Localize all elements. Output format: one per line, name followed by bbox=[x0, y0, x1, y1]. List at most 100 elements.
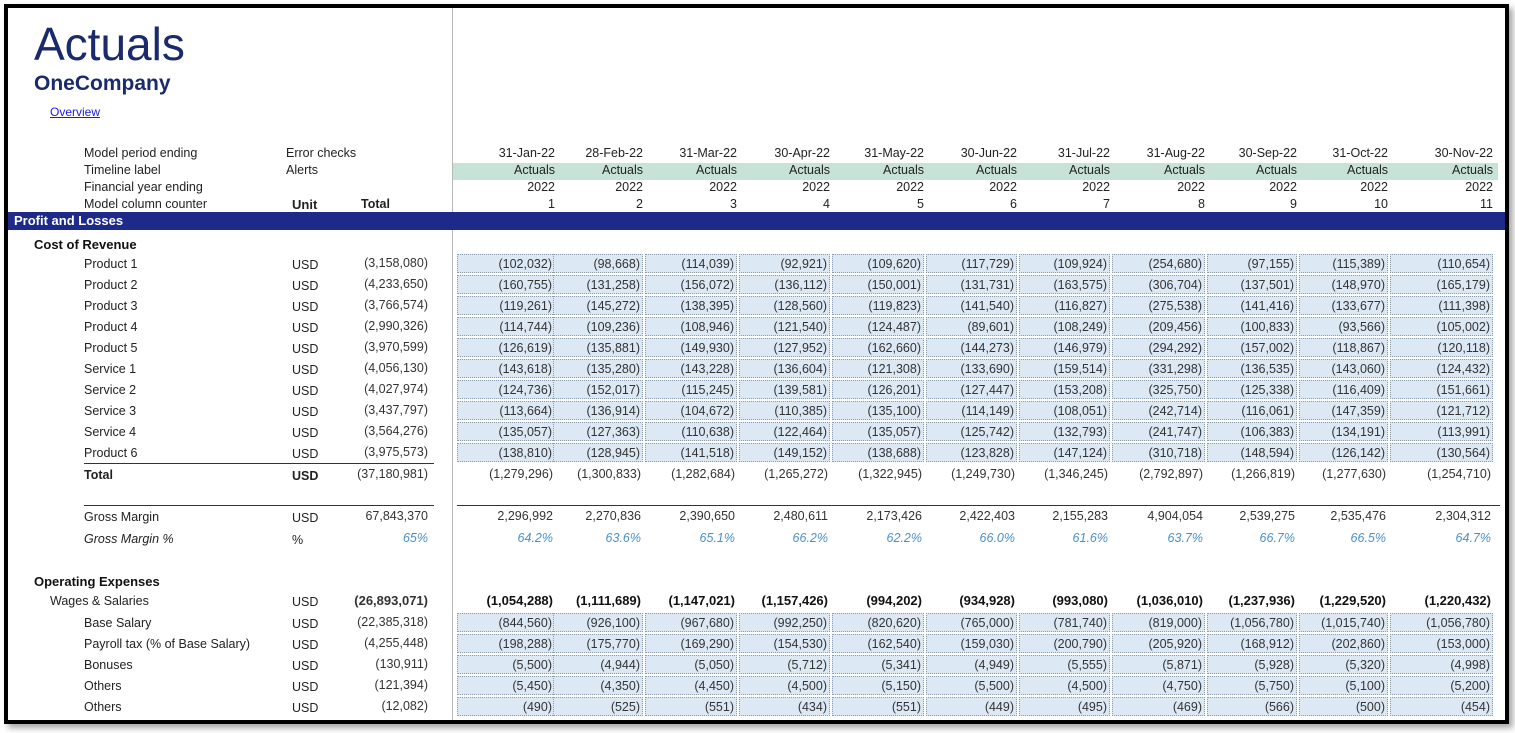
data-cell[interactable]: (141,518) bbox=[645, 443, 737, 462]
data-cell[interactable]: (98,668) bbox=[553, 254, 643, 273]
data-cell[interactable]: (152,017) bbox=[553, 380, 643, 399]
data-cell[interactable]: (111,398) bbox=[1390, 296, 1493, 315]
data-cell[interactable]: (5,050) bbox=[645, 655, 737, 674]
data-cell[interactable]: (128,560) bbox=[739, 296, 830, 315]
data-cell[interactable]: (143,060) bbox=[1299, 359, 1388, 378]
data-cell[interactable]: (137,501) bbox=[1207, 275, 1297, 294]
data-cell[interactable]: (119,823) bbox=[832, 296, 924, 315]
data-cell[interactable]: (134,191) bbox=[1299, 422, 1388, 441]
data-cell[interactable]: (108,249) bbox=[1019, 317, 1110, 336]
data-cell[interactable]: (113,664) bbox=[457, 401, 555, 420]
data-cell[interactable]: (4,949) bbox=[926, 655, 1017, 674]
data-cell[interactable]: (159,514) bbox=[1019, 359, 1110, 378]
data-cell[interactable]: (110,385) bbox=[739, 401, 830, 420]
data-cell[interactable]: (151,661) bbox=[1390, 380, 1493, 399]
data-cell[interactable]: (1,056,780) bbox=[1207, 613, 1297, 632]
data-cell[interactable]: (115,389) bbox=[1299, 254, 1388, 273]
data-cell[interactable]: (160,755) bbox=[457, 275, 555, 294]
data-cell[interactable]: (157,002) bbox=[1207, 338, 1297, 357]
data-cell[interactable]: (121,540) bbox=[739, 317, 830, 336]
data-cell[interactable]: (5,555) bbox=[1019, 655, 1110, 674]
data-cell[interactable]: (5,712) bbox=[739, 655, 830, 674]
data-cell[interactable]: (844,560) bbox=[457, 613, 555, 632]
data-cell[interactable]: (147,359) bbox=[1299, 401, 1388, 420]
data-cell[interactable]: (100,833) bbox=[1207, 317, 1297, 336]
data-cell[interactable]: (165,179) bbox=[1390, 275, 1493, 294]
data-cell[interactable]: (109,924) bbox=[1019, 254, 1110, 273]
data-cell[interactable]: (89,601) bbox=[926, 317, 1017, 336]
data-cell[interactable]: (5,450) bbox=[457, 676, 555, 695]
data-cell[interactable]: (116,061) bbox=[1207, 401, 1297, 420]
data-cell[interactable]: (154,530) bbox=[739, 634, 830, 653]
data-cell[interactable]: (449) bbox=[926, 697, 1017, 716]
data-cell[interactable]: (4,998) bbox=[1390, 655, 1493, 674]
data-cell[interactable]: (127,952) bbox=[739, 338, 830, 357]
data-cell[interactable]: (108,051) bbox=[1019, 401, 1110, 420]
data-cell[interactable]: (153,208) bbox=[1019, 380, 1110, 399]
data-cell[interactable]: (241,747) bbox=[1112, 422, 1205, 441]
data-cell[interactable]: (104,672) bbox=[645, 401, 737, 420]
data-cell[interactable]: (275,538) bbox=[1112, 296, 1205, 315]
data-cell[interactable]: (145,272) bbox=[553, 296, 643, 315]
data-cell[interactable]: (121,712) bbox=[1390, 401, 1493, 420]
data-cell[interactable]: (454) bbox=[1390, 697, 1493, 716]
data-cell[interactable]: (500) bbox=[1299, 697, 1388, 716]
data-cell[interactable]: (119,261) bbox=[457, 296, 555, 315]
data-cell[interactable]: (967,680) bbox=[645, 613, 737, 632]
data-cell[interactable]: (4,500) bbox=[739, 676, 830, 695]
data-cell[interactable]: (135,057) bbox=[457, 422, 555, 441]
data-cell[interactable]: (125,742) bbox=[926, 422, 1017, 441]
data-cell[interactable]: (125,338) bbox=[1207, 380, 1297, 399]
data-cell[interactable]: (135,100) bbox=[832, 401, 924, 420]
data-cell[interactable]: (117,729) bbox=[926, 254, 1017, 273]
data-cell[interactable]: (143,618) bbox=[457, 359, 555, 378]
data-cell[interactable]: (168,912) bbox=[1207, 634, 1297, 653]
data-cell[interactable]: (92,921) bbox=[739, 254, 830, 273]
data-cell[interactable]: (781,740) bbox=[1019, 613, 1110, 632]
data-cell[interactable]: (469) bbox=[1112, 697, 1205, 716]
data-cell[interactable]: (141,540) bbox=[926, 296, 1017, 315]
data-cell[interactable]: (115,245) bbox=[645, 380, 737, 399]
data-cell[interactable]: (765,000) bbox=[926, 613, 1017, 632]
data-cell[interactable]: (5,500) bbox=[457, 655, 555, 674]
data-cell[interactable]: (124,736) bbox=[457, 380, 555, 399]
data-cell[interactable]: (138,688) bbox=[832, 443, 924, 462]
data-cell[interactable]: (992,250) bbox=[739, 613, 830, 632]
data-cell[interactable]: (819,000) bbox=[1112, 613, 1205, 632]
data-cell[interactable]: (200,790) bbox=[1019, 634, 1110, 653]
data-cell[interactable]: (5,500) bbox=[926, 676, 1017, 695]
data-cell[interactable]: (102,032) bbox=[457, 254, 555, 273]
data-cell[interactable]: (5,100) bbox=[1299, 676, 1388, 695]
data-cell[interactable]: (156,072) bbox=[645, 275, 737, 294]
data-cell[interactable]: (113,991) bbox=[1390, 422, 1493, 441]
data-cell[interactable]: (124,487) bbox=[832, 317, 924, 336]
data-cell[interactable]: (566) bbox=[1207, 697, 1297, 716]
data-cell[interactable]: (325,750) bbox=[1112, 380, 1205, 399]
data-cell[interactable]: (136,535) bbox=[1207, 359, 1297, 378]
data-cell[interactable]: (133,677) bbox=[1299, 296, 1388, 315]
data-cell[interactable]: (120,118) bbox=[1390, 338, 1493, 357]
data-cell[interactable]: (141,416) bbox=[1207, 296, 1297, 315]
data-cell[interactable]: (310,718) bbox=[1112, 443, 1205, 462]
data-cell[interactable]: (159,030) bbox=[926, 634, 1017, 653]
data-cell[interactable]: (118,867) bbox=[1299, 338, 1388, 357]
data-cell[interactable]: (124,432) bbox=[1390, 359, 1493, 378]
data-cell[interactable]: (122,464) bbox=[739, 422, 830, 441]
data-cell[interactable]: (127,363) bbox=[553, 422, 643, 441]
data-cell[interactable]: (525) bbox=[553, 697, 643, 716]
data-cell[interactable]: (109,620) bbox=[832, 254, 924, 273]
data-cell[interactable]: (5,871) bbox=[1112, 655, 1205, 674]
data-cell[interactable]: (148,594) bbox=[1207, 443, 1297, 462]
data-cell[interactable]: (242,714) bbox=[1112, 401, 1205, 420]
data-cell[interactable]: (110,638) bbox=[645, 422, 737, 441]
data-cell[interactable]: (138,810) bbox=[457, 443, 555, 462]
data-cell[interactable]: (490) bbox=[457, 697, 555, 716]
data-cell[interactable]: (130,564) bbox=[1390, 443, 1493, 462]
data-cell[interactable]: (121,308) bbox=[832, 359, 924, 378]
data-cell[interactable]: (144,273) bbox=[926, 338, 1017, 357]
data-cell[interactable]: (109,236) bbox=[553, 317, 643, 336]
data-cell[interactable]: (149,152) bbox=[739, 443, 830, 462]
data-cell[interactable]: (5,928) bbox=[1207, 655, 1297, 674]
data-cell[interactable]: (150,001) bbox=[832, 275, 924, 294]
data-cell[interactable]: (434) bbox=[739, 697, 830, 716]
